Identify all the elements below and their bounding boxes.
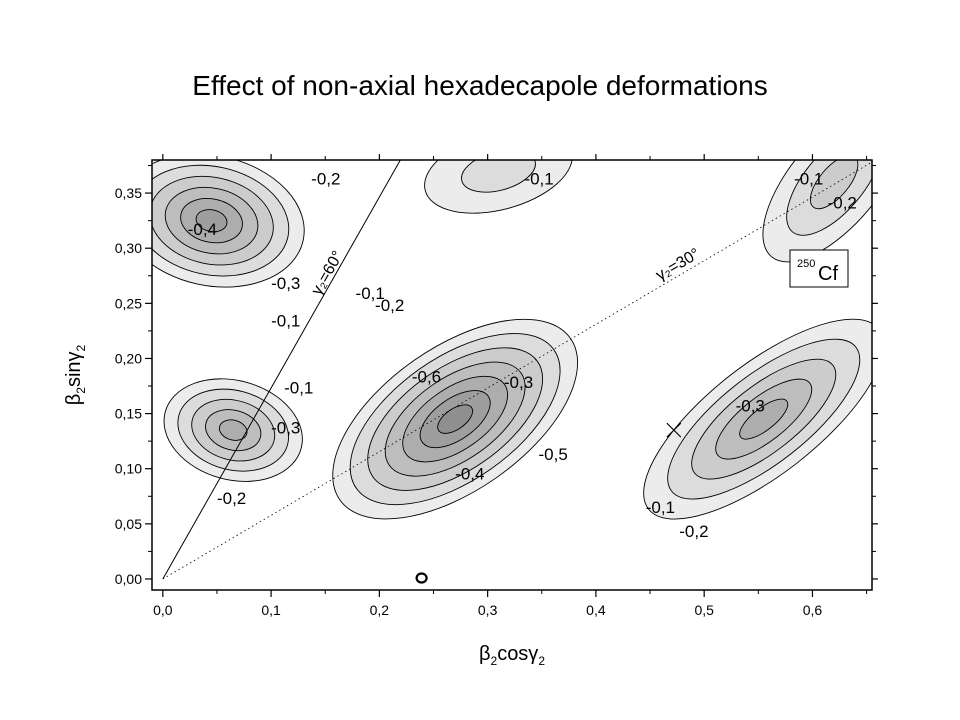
gamma-60-label: γ₂=60° [309, 248, 347, 298]
y-tick-label: 0,30 [115, 240, 142, 256]
x-tick-label: 0,3 [478, 602, 498, 618]
minimum-left [163, 378, 303, 482]
contour-label: -0,3 [736, 396, 765, 415]
x-tick-label: 0,1 [261, 602, 281, 618]
nucleus-mass: 250 [797, 258, 815, 270]
contour-label: -0,2 [217, 489, 246, 508]
cross-marker [666, 422, 682, 438]
contour-level [739, 398, 789, 440]
contour-label: -0,3 [504, 373, 533, 392]
chart-title: Effect of non-axial hexadecapole deforma… [192, 70, 768, 101]
x-tick-label: 0,4 [586, 602, 606, 618]
y-tick-label: 0,35 [115, 185, 142, 201]
contour-label: -0,3 [271, 274, 300, 293]
y-axis-label: β2sinγ2 [63, 344, 88, 405]
x-tick-label: 0,5 [694, 602, 714, 618]
plot-frame [151, 159, 873, 591]
contour-level [809, 160, 859, 210]
y-tick-label: 0,15 [115, 406, 142, 422]
x-tick-label: 0,2 [370, 602, 390, 618]
y-tick-label: 0,00 [115, 571, 142, 587]
cross-stroke [666, 422, 682, 438]
contour-label: -0,4 [455, 465, 484, 484]
y-tick-label: 0,25 [115, 295, 142, 311]
y-tick-label: 0,10 [115, 461, 142, 477]
contour-level [437, 404, 474, 434]
contour-label: -0,1 [271, 311, 300, 330]
x-tick-label: 0,6 [803, 602, 823, 618]
minimum-right [643, 318, 872, 520]
contour-level [218, 419, 248, 441]
contour-label: -0,2 [828, 194, 857, 213]
contour-fill-layer [152, 160, 872, 520]
contour-label: -0,1 [284, 379, 313, 398]
contour-label: -0,2 [311, 169, 340, 188]
contour-label: -0,1 [794, 169, 823, 188]
minimum-upper-left [152, 160, 305, 288]
x-tick-label: 0,0 [153, 602, 173, 618]
nucleus-label-box: 250 Cf [789, 249, 849, 288]
contour-label: -0,2 [375, 296, 404, 315]
contour-level [195, 209, 228, 233]
contour-label: -0,1 [646, 498, 675, 517]
contour-label: -0,5 [539, 445, 568, 464]
y-tick-label: 0,05 [115, 516, 142, 532]
svg-text:β2cosγ2: β2cosγ2 [479, 643, 545, 668]
contour-label: -0,4 [188, 220, 217, 239]
contour-labels-layer: γ₂=60° γ₂=30°-0,2-0,4-0,3-0,1-0,1-0,2-0,1… [188, 169, 857, 584]
minimum-top-center [424, 160, 573, 214]
x-axis-label: β2cosγ2 [479, 643, 545, 668]
contour-label: -0,1 [524, 169, 553, 188]
axes-layer: 0,0 0,1 0,2 0,3 0,4 0,5 0,6 0,00 0,05 0,10 0,15 0,2… [115, 154, 878, 618]
contour-label: -0,3 [271, 418, 300, 437]
circle-marker [415, 572, 428, 584]
y-tick-label: 0,20 [115, 350, 142, 366]
svg-text:β2sinγ2: β2sinγ2 [63, 344, 88, 405]
gamma-60-line [162, 160, 401, 580]
reference-lines-layer [162, 160, 872, 580]
contour-label: -0,1 [356, 284, 385, 303]
nucleus-label: Cf [818, 263, 838, 285]
contour-label: -0,6 [412, 368, 441, 387]
contour-label: -0,2 [679, 522, 708, 541]
minimum-top-right [762, 160, 872, 263]
gamma-30-line [162, 161, 872, 580]
minimum-central [332, 318, 579, 520]
gamma-30-label: γ₂=30° [653, 245, 703, 284]
